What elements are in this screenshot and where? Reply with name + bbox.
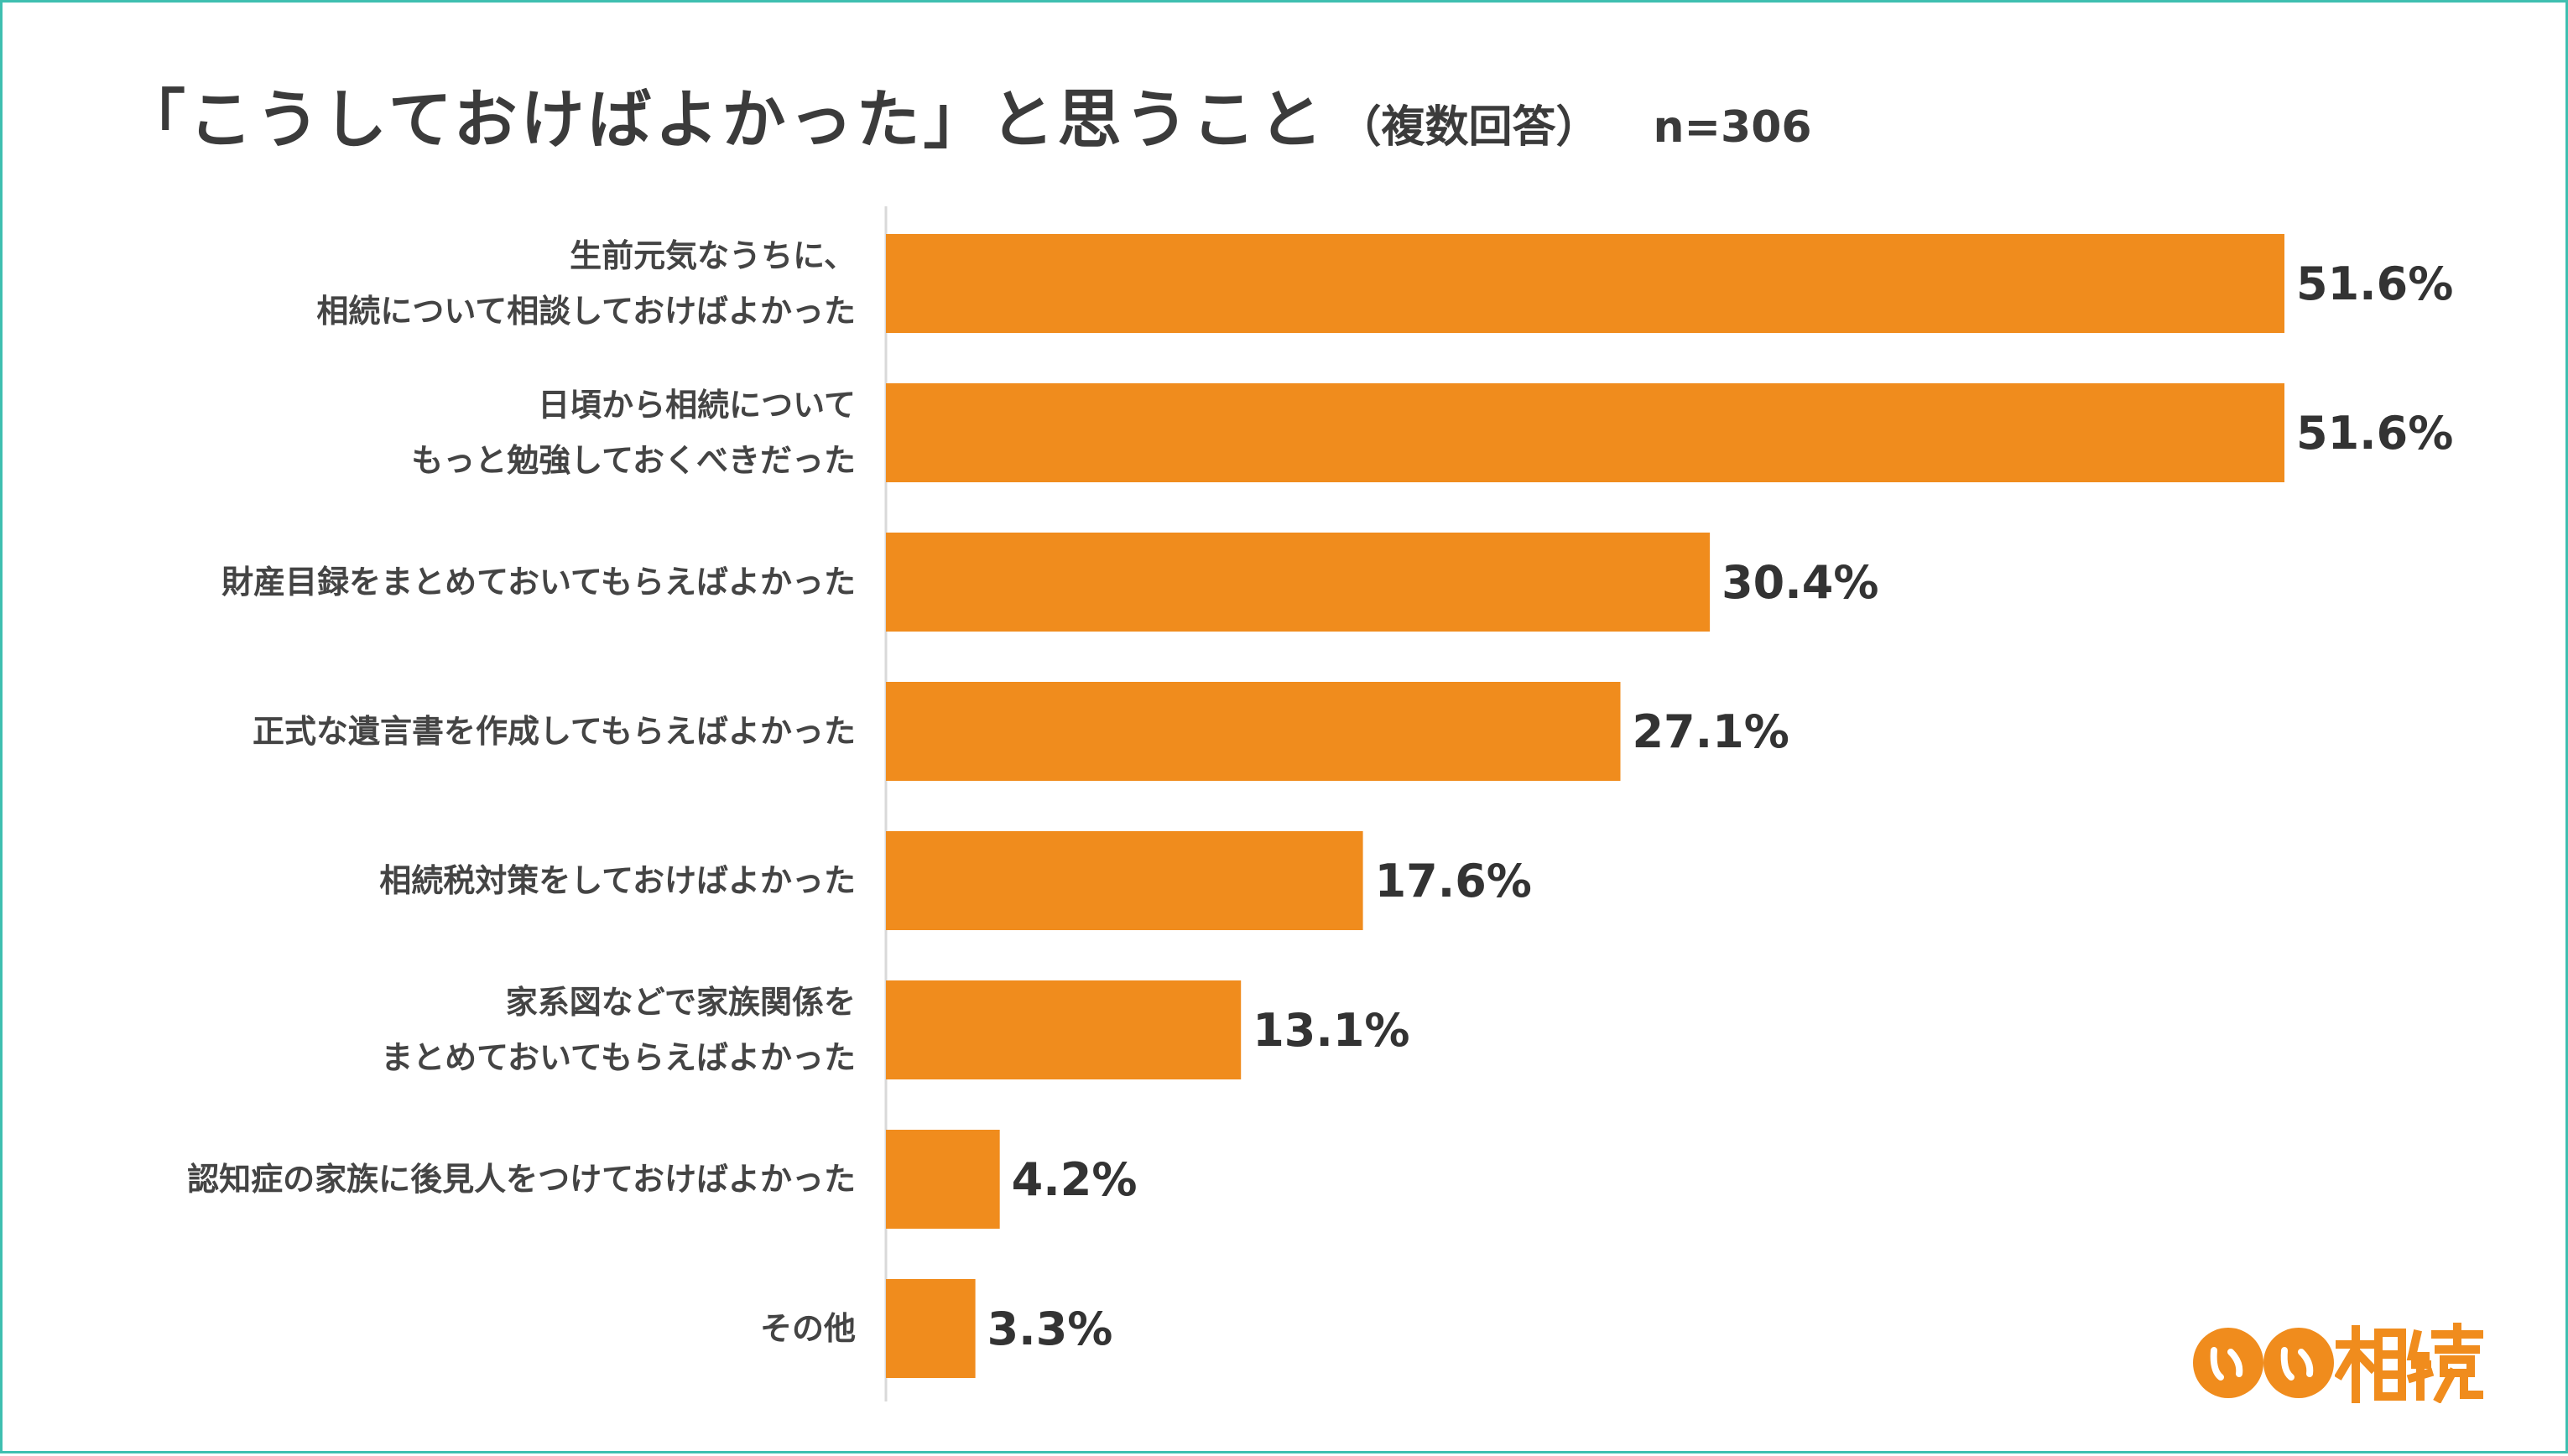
- bar: [886, 831, 1363, 930]
- ii-circle-logo-icon: [2193, 1328, 2334, 1398]
- bar: [886, 1279, 976, 1378]
- data-label: 51.6%: [2296, 257, 2453, 310]
- data-label: 30.4%: [1722, 556, 1878, 609]
- category-label-line: その他: [760, 1310, 856, 1347]
- logo-wordmark-icon: [2335, 1323, 2483, 1403]
- category-label: 家系図などで家族関係をまとめておいてもらえばよかった: [381, 984, 856, 1076]
- category-label-line: 家系図などで家族関係を: [506, 984, 856, 1021]
- category-label-line: 日頃から相続について: [538, 387, 856, 424]
- data-label: 51.6%: [2296, 407, 2453, 460]
- chart-title: 「こうしておけばよかった」と思うこと （複数回答） n=306: [122, 68, 1812, 160]
- bar: [886, 980, 1242, 1079]
- category-label-line: 相続について相談しておけばよかった: [316, 293, 856, 330]
- category-label: 認知症の家族に後見人をつけておけばよかった: [187, 1161, 856, 1198]
- title-note: （複数回答）: [1337, 102, 1600, 153]
- bar: [886, 533, 1711, 632]
- data-label: 3.3%: [987, 1303, 1113, 1355]
- data-label: 4.2%: [1012, 1153, 1138, 1206]
- category-label: 相続税対策をしておけばよかった: [379, 862, 856, 899]
- data-label: 13.1%: [1253, 1004, 1409, 1057]
- sample-size: n=306: [1653, 102, 1812, 153]
- data-label: 17.6%: [1375, 855, 1532, 907]
- brand-logo: [2192, 1323, 2486, 1403]
- bar: [886, 682, 1621, 781]
- category-label-line: まとめておいてもらえばよかった: [381, 1039, 856, 1076]
- bar: [886, 234, 2284, 333]
- category-label-line: もっと勉強しておくべきだった: [411, 442, 856, 479]
- category-label: 正式な遺言書を作成してもらえばよかった: [253, 713, 856, 750]
- category-label: その他: [760, 1310, 856, 1347]
- category-label: 日頃から相続についてもっと勉強しておくべきだった: [411, 387, 856, 479]
- category-label-line: 相続税対策をしておけばよかった: [379, 862, 856, 899]
- title-main: 「こうしておけばよかった」と思うこと: [122, 82, 1326, 157]
- category-label-line: 正式な遺言書を作成してもらえばよかった: [253, 713, 856, 750]
- bar: [886, 383, 2284, 482]
- category-label-line: 生前元気なうちに、: [570, 237, 856, 274]
- bar: [886, 1130, 1000, 1229]
- category-label: 財産目録をまとめておいてもらえばよかった: [221, 564, 856, 601]
- category-label-line: 認知症の家族に後見人をつけておけばよかった: [187, 1161, 856, 1198]
- bar-chart: 51.6% 生前元気なうちに、相続について相談しておけばよかった 51.6% 日頃から…: [187, 206, 2453, 1401]
- data-label: 27.1%: [1632, 705, 1789, 758]
- category-label: 生前元気なうちに、相続について相談しておけばよかった: [316, 237, 856, 330]
- category-label-line: 財産目録をまとめておいてもらえばよかった: [221, 564, 856, 601]
